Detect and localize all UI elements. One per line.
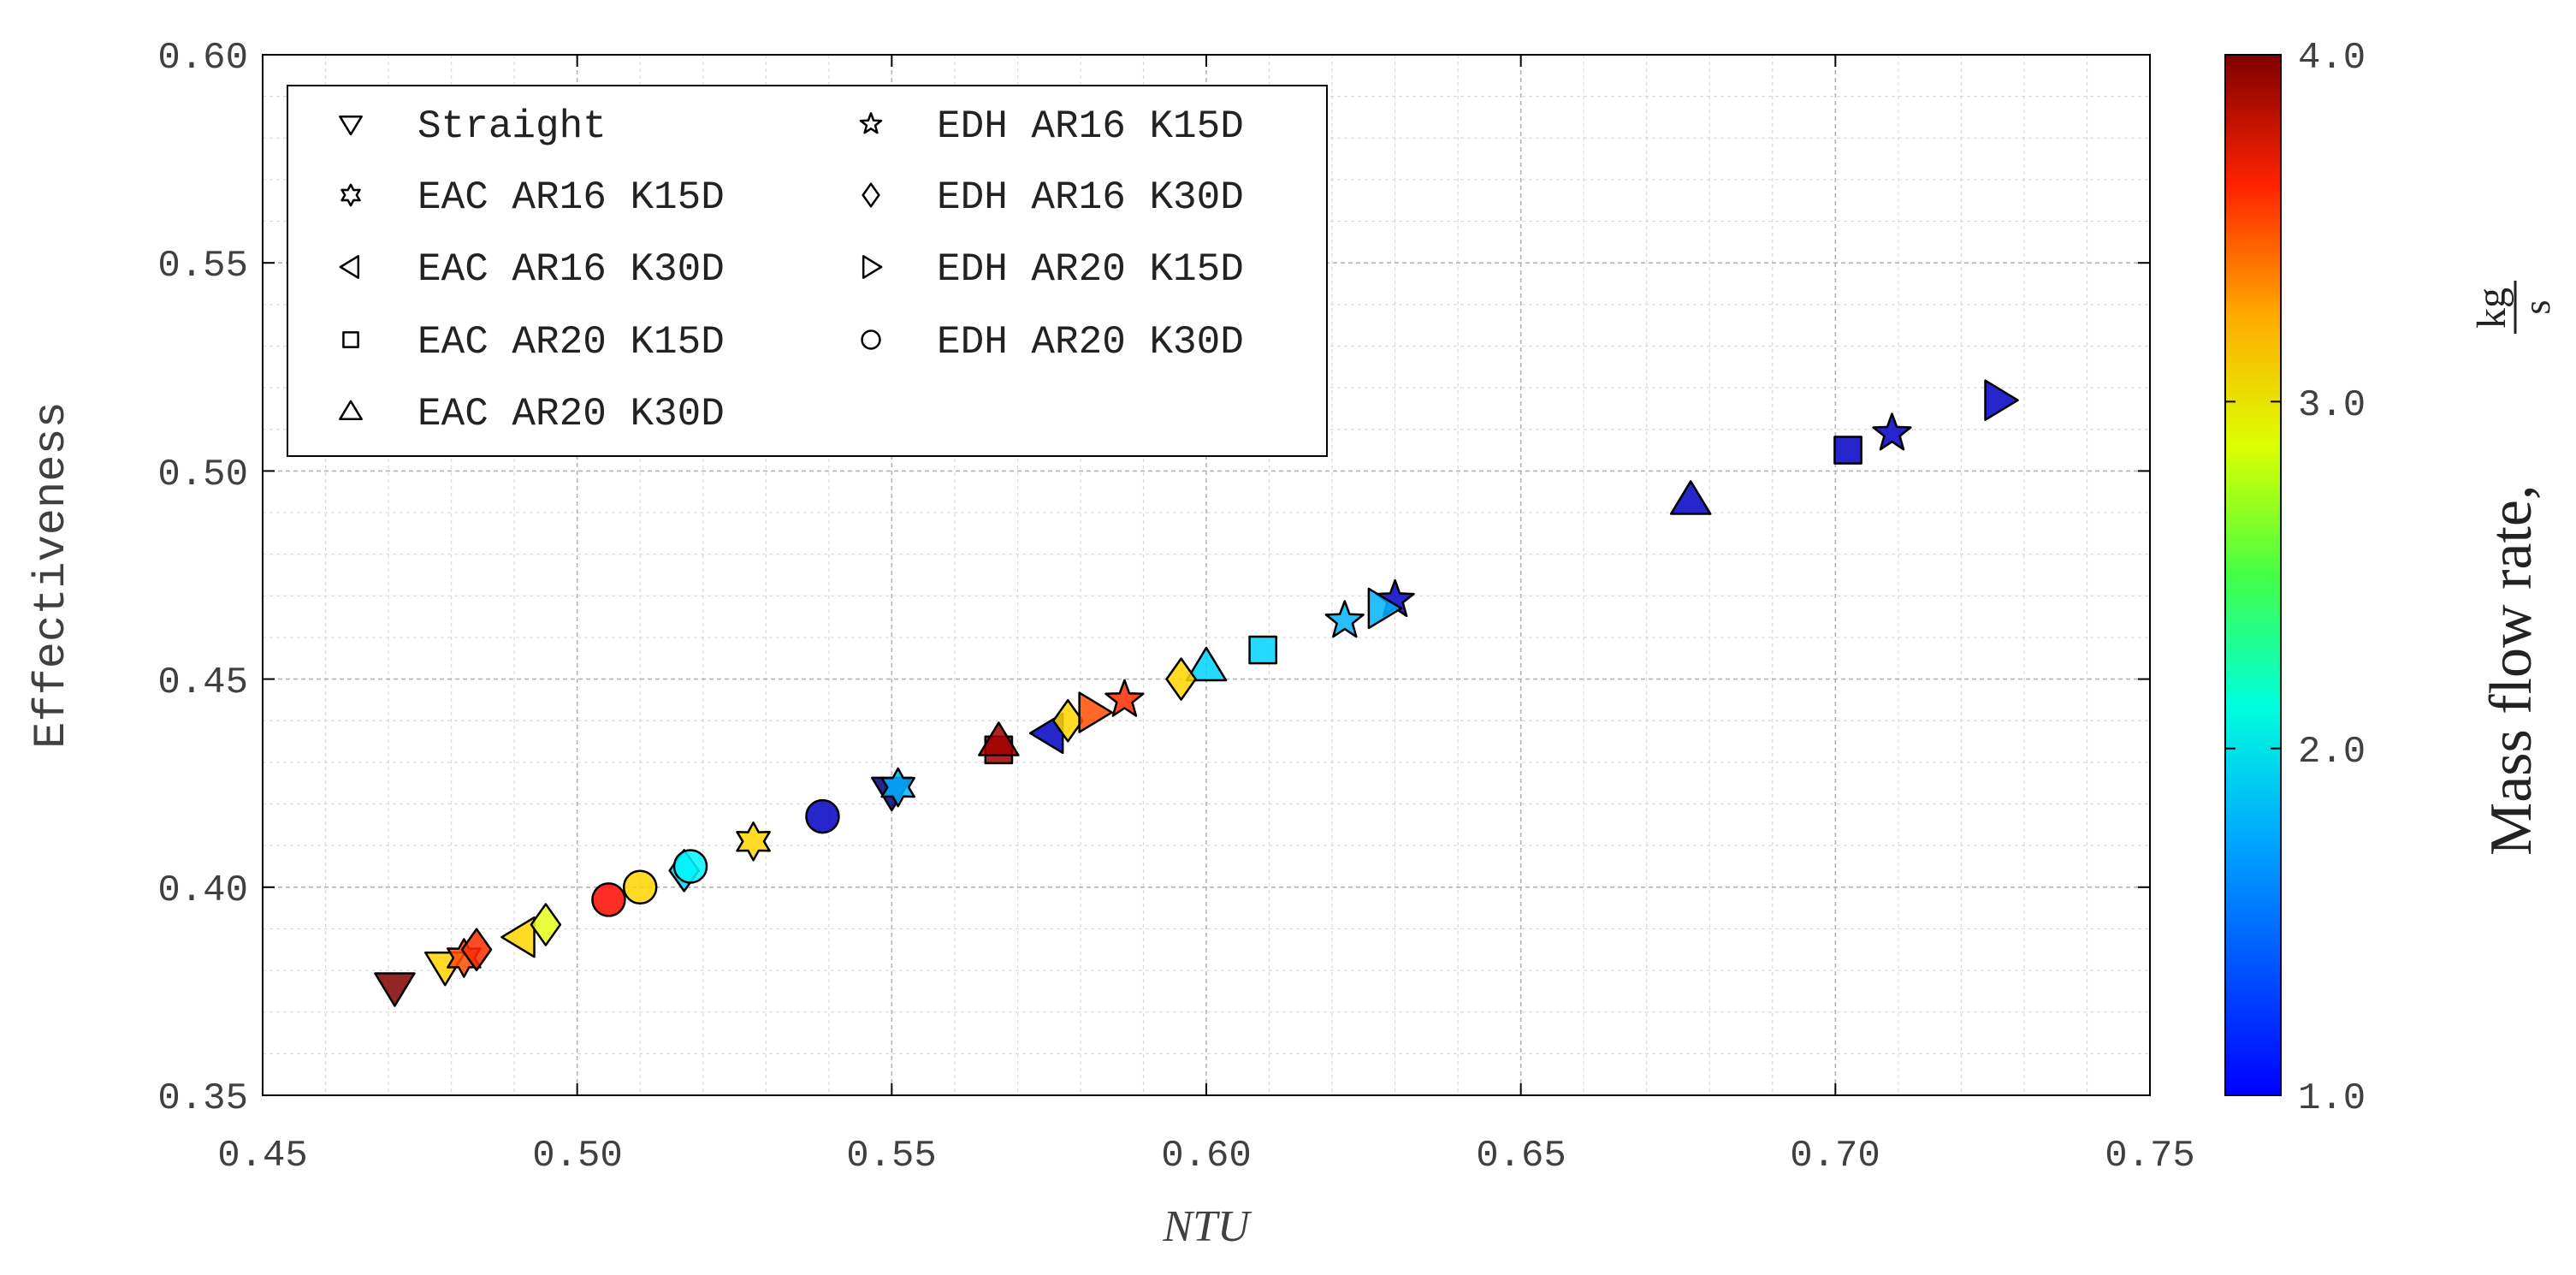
legend-symbol [861, 329, 881, 350]
legend-box [287, 85, 1328, 457]
legend-symbol [339, 115, 363, 136]
data-point [500, 916, 536, 958]
x-tick-label: 0.50 [532, 1135, 623, 1177]
x-tick-label: 0.45 [217, 1135, 308, 1177]
legend-label: EDH AR20 K15D [937, 247, 1244, 292]
y-tick-label: 0.60 [157, 37, 248, 80]
x-axis-label: NTU [1162, 1202, 1252, 1251]
x-tick-label: 0.55 [846, 1135, 937, 1177]
data-point [1324, 600, 1365, 638]
data-point [805, 798, 840, 834]
data-point [1367, 587, 1403, 630]
legend: Straight EAC AR16 K15D EAC AR16 K30D EAC… [287, 85, 1328, 457]
legend-entry: EDH AR16 K30D [862, 175, 1244, 220]
data-point [460, 928, 493, 972]
y-tick-label: 0.40 [157, 869, 248, 912]
legend-label: EAC AR16 K15D [417, 175, 725, 220]
colorbar-tick-label: 2.0 [2298, 731, 2366, 774]
legend-entry: EDH AR20 K30D [861, 320, 1244, 365]
data-point [622, 869, 658, 905]
y-tick-label: 0.35 [157, 1077, 248, 1120]
y-tick-label: 0.50 [157, 454, 248, 496]
colorbar-tick-label: 3.0 [2298, 384, 2366, 427]
colorbar-unit-numerator: kg [2469, 288, 2514, 329]
data-points [374, 379, 2019, 1007]
data-point [1185, 646, 1228, 682]
colorbar-ticks [2225, 54, 2281, 1096]
colorbar-title: Mass flow rate, kg s [2469, 281, 2558, 856]
colorbar-label: Mass flow rate, [2478, 484, 2544, 856]
legend-entry: Straight [339, 104, 607, 149]
data-point [1104, 679, 1145, 717]
axis-ticks [262, 54, 2151, 1096]
legend-label: EDH AR20 K30D [937, 320, 1244, 365]
legend-label: EDH AR16 K15D [937, 104, 1244, 149]
legend-entry: EAC AR16 K30D [339, 247, 725, 292]
data-point [1872, 412, 1912, 451]
x-tick-label: 0.70 [1790, 1135, 1880, 1177]
data-point [1165, 657, 1197, 701]
colorbar-gradient [2224, 54, 2282, 1096]
legend-symbol [339, 400, 363, 421]
legend-symbol [339, 255, 360, 279]
colorbar: 1.0 2.0 3.0 4.0 Mass flow rate, kg s [2224, 37, 2558, 1120]
legend-label: EAC AR20 K30D [417, 392, 725, 436]
data-point [672, 849, 708, 884]
y-tick-label: 0.55 [157, 245, 248, 288]
legend-label: EAC AR20 K15D [417, 320, 725, 365]
data-point [1669, 480, 1712, 515]
data-point [1984, 379, 2019, 421]
data-point [591, 882, 626, 917]
x-tick-label: 0.65 [1476, 1135, 1566, 1177]
data-point [374, 972, 416, 1007]
y-axis-label: Effectiveness [27, 401, 77, 749]
legend-entry: EAC AR20 K15D [342, 320, 725, 365]
data-point [530, 903, 562, 946]
colorbar-tick-label: 4.0 [2298, 37, 2366, 80]
x-tick-label: 0.60 [1161, 1135, 1252, 1177]
data-point [1078, 691, 1113, 733]
colorbar-unit-denominator: s [2516, 299, 2558, 314]
legend-label: Straight [417, 104, 607, 149]
data-point [1833, 436, 1862, 465]
data-point [978, 721, 1020, 756]
legend-symbol [341, 183, 361, 207]
data-point [736, 821, 771, 862]
y-tick-label: 0.45 [157, 661, 248, 704]
data-point [880, 767, 915, 808]
legend-symbol [862, 182, 880, 208]
data-point [1248, 635, 1278, 665]
data-point [1051, 698, 1084, 743]
legend-entry: EAC AR20 K30D [339, 392, 725, 436]
legend-symbol [862, 255, 883, 279]
legend-symbol [859, 112, 883, 134]
legend-entry: EAC AR16 K15D [341, 175, 725, 220]
legend-entry: EDH AR16 K15D [859, 104, 1244, 149]
legend-label: EAC AR16 K30D [417, 247, 725, 292]
legend-label: EDH AR16 K30D [937, 175, 1244, 220]
legend-entry: EDH AR20 K15D [862, 247, 1244, 292]
colorbar-tick-label: 1.0 [2298, 1077, 2366, 1120]
x-tick-label: 0.75 [2105, 1135, 2195, 1177]
legend-symbol [342, 331, 359, 348]
